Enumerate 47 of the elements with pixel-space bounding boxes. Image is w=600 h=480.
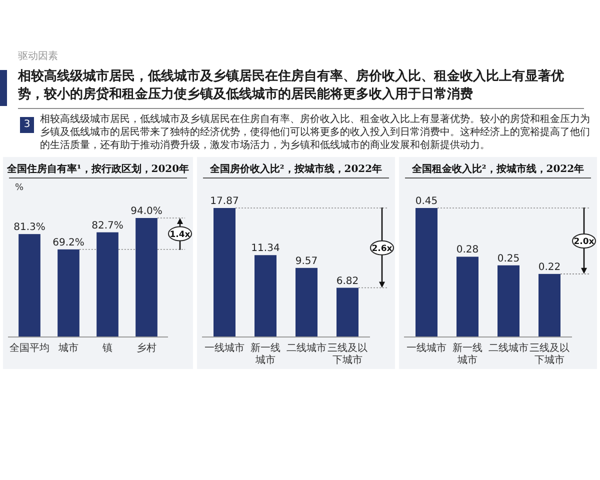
data-label: 82.7% — [92, 220, 124, 232]
chart-title: 全国住房自有率¹，按行政区划，2020年 — [6, 163, 190, 175]
text: 1.4x — [170, 230, 191, 240]
bar — [416, 208, 438, 337]
bar — [18, 234, 40, 337]
x-tick-label: 一线城市 — [204, 342, 244, 354]
x-tick-label: 城市 — [58, 342, 78, 354]
x-tick-label: 新一线城市 — [250, 342, 280, 366]
text: 相较高线级城市居民，低线城市及乡镇居民在住房自有率、房价收入比、租金收入比上有显著优势。较小的房贷和租金压力为乡镇及低线城市的居民带来了独特的经济优势，使得他们可以将更多的收入投入到日常消费中。这种经济上的宽裕提高了他们的生活质量，还有助于推动消费升级，激发市场活力，为乡镇和低线城市的商业发展和创新提供动力。 — [40, 113, 590, 152]
data-label: 94.0% — [130, 206, 162, 217]
bar — [498, 265, 520, 337]
x-tick-label: 一线城市 — [406, 342, 446, 354]
chart-title: 全国租金收入比²，按城市线，2022年 — [410, 163, 584, 175]
x-tick-label: 二线城市 — [286, 342, 326, 354]
data-label: 0.22 — [538, 262, 561, 273]
x-tick-label: 二线城市 — [488, 342, 528, 354]
data-label: 0.25 — [497, 253, 520, 264]
bar — [336, 288, 358, 337]
data-label: 69.2% — [52, 237, 84, 248]
text: 相较高线级城市居民，低线城市及乡镇居民在住房自有率、房价收入比、租金收入比上有显著优势，较小的房贷和租金压力使乡镇及低线城市的居民能将更多收入用于日常消费 — [18, 68, 565, 104]
chart-title: 全国房价收入比²，按城市线，2022年 — [208, 163, 382, 175]
data-label: 0.28 — [456, 244, 479, 256]
bar — [136, 218, 158, 337]
data-label: 0.45 — [415, 196, 438, 207]
data-label: 17.87 — [210, 196, 239, 207]
x-tick-label: 三线及以下城市 — [328, 342, 368, 366]
x-tick-label: 三线及以下城市 — [530, 342, 570, 366]
annotation: 2.6x — [372, 244, 393, 254]
y-axis-title: % — [15, 183, 24, 193]
bar — [296, 268, 318, 337]
data-label: 81.3% — [14, 222, 46, 234]
data-label: 11.34 — [251, 243, 280, 254]
text: 3 — [20, 117, 34, 133]
x-tick-label: 全国平均 — [10, 342, 50, 354]
x-tick-label: 新一线城市 — [452, 342, 482, 366]
bar — [254, 255, 276, 337]
bar — [538, 274, 560, 337]
bar — [214, 208, 236, 337]
bar — [96, 232, 118, 337]
bar — [456, 256, 478, 337]
text: 驱动因素 — [18, 50, 58, 63]
data-label: 6.82 — [336, 276, 359, 287]
x-tick-label: 镇 — [102, 342, 112, 354]
annotation: 2.0x — [574, 237, 595, 248]
bar — [58, 249, 80, 337]
x-tick-label: 乡村 — [136, 342, 156, 354]
data-label: 9.57 — [295, 256, 318, 267]
